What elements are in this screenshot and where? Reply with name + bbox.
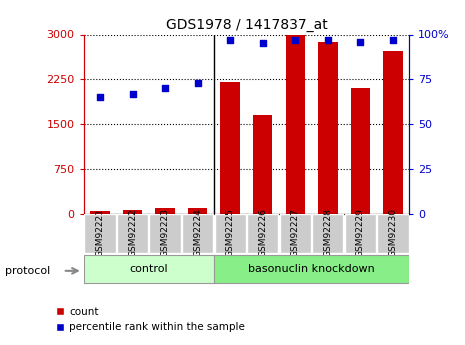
Point bbox=[194, 80, 201, 86]
Bar bbox=[188, 208, 207, 214]
Bar bbox=[123, 210, 142, 214]
Point bbox=[129, 91, 136, 97]
Text: control: control bbox=[129, 264, 168, 274]
Text: GSM92221: GSM92221 bbox=[95, 208, 105, 257]
FancyBboxPatch shape bbox=[214, 255, 409, 283]
Point bbox=[292, 37, 299, 43]
Text: GSM92229: GSM92229 bbox=[356, 208, 365, 257]
Bar bbox=[220, 82, 240, 214]
Bar bbox=[90, 211, 110, 214]
FancyBboxPatch shape bbox=[279, 214, 311, 253]
Text: GSM92224: GSM92224 bbox=[193, 209, 202, 257]
FancyBboxPatch shape bbox=[377, 214, 409, 253]
Text: GSM92225: GSM92225 bbox=[226, 208, 235, 257]
Point bbox=[259, 41, 266, 46]
FancyBboxPatch shape bbox=[345, 214, 376, 253]
FancyBboxPatch shape bbox=[149, 214, 181, 253]
Point bbox=[161, 86, 169, 91]
FancyBboxPatch shape bbox=[84, 255, 214, 283]
Bar bbox=[286, 34, 305, 214]
FancyBboxPatch shape bbox=[312, 214, 344, 253]
Point bbox=[357, 39, 364, 45]
Title: GDS1978 / 1417837_at: GDS1978 / 1417837_at bbox=[166, 18, 327, 32]
Text: GSM92222: GSM92222 bbox=[128, 209, 137, 257]
FancyBboxPatch shape bbox=[182, 214, 213, 253]
Legend: count, percentile rank within the sample: count, percentile rank within the sample bbox=[52, 303, 249, 336]
Text: GSM92226: GSM92226 bbox=[258, 208, 267, 257]
Text: GSM92227: GSM92227 bbox=[291, 208, 300, 257]
Point bbox=[96, 95, 104, 100]
Bar bbox=[253, 115, 272, 214]
Text: basonuclin knockdown: basonuclin knockdown bbox=[248, 264, 375, 274]
FancyBboxPatch shape bbox=[117, 214, 148, 253]
Point bbox=[389, 37, 397, 43]
Bar bbox=[351, 88, 370, 214]
Point bbox=[324, 37, 332, 43]
Point bbox=[226, 37, 234, 43]
Text: GSM92230: GSM92230 bbox=[388, 208, 398, 257]
Text: protocol: protocol bbox=[5, 266, 50, 276]
FancyBboxPatch shape bbox=[214, 214, 246, 253]
Bar bbox=[155, 208, 175, 214]
FancyBboxPatch shape bbox=[247, 214, 279, 253]
FancyBboxPatch shape bbox=[84, 214, 116, 253]
Text: GSM92223: GSM92223 bbox=[160, 208, 170, 257]
Bar bbox=[318, 42, 338, 214]
Text: GSM92228: GSM92228 bbox=[323, 208, 332, 257]
Bar bbox=[383, 51, 403, 214]
